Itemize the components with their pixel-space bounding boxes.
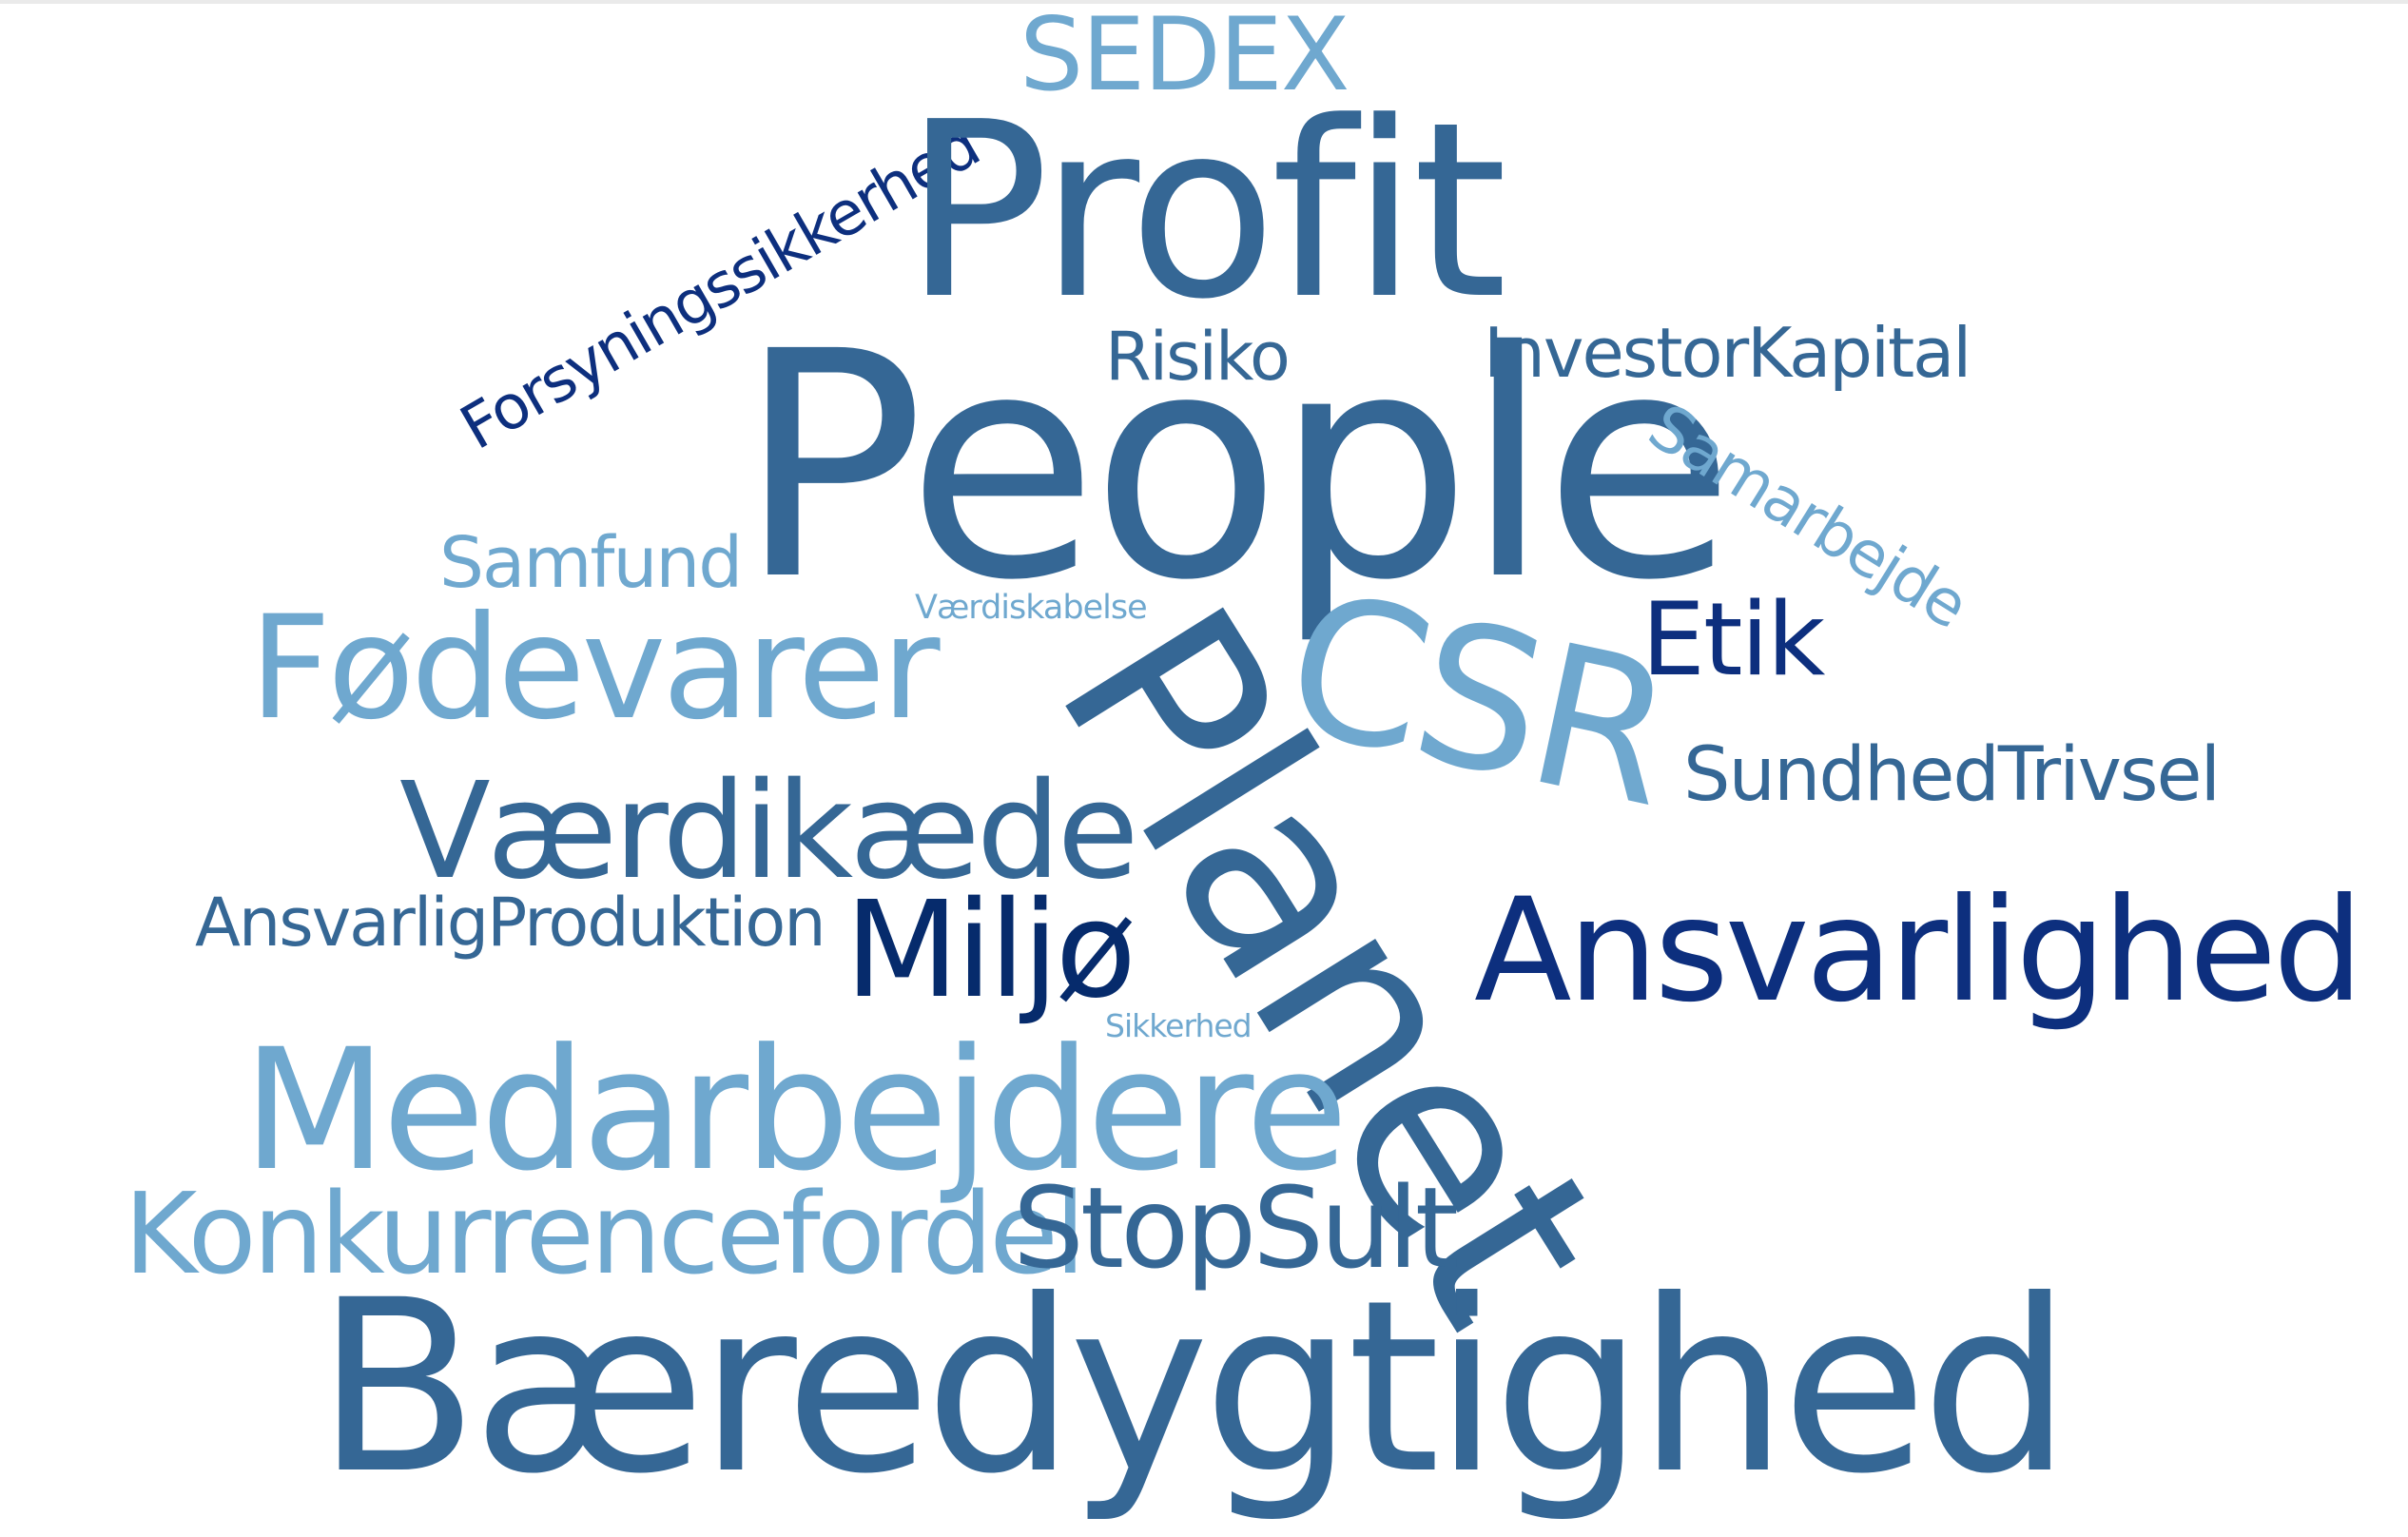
word-ansvarligproduktion: AnsvarligProduktion (195, 884, 826, 962)
word-fodevarer: Fødevarer (249, 586, 941, 751)
word-baeredygtighed: Bæredygtighed (316, 1249, 2072, 1526)
word-etik: Etik (1641, 581, 1825, 698)
word-miljo: Miljø (845, 873, 1136, 1028)
word-investorkapital: InvestorKapital (1484, 313, 1971, 393)
word-ansvarlighed: Ansvarlighed (1474, 868, 2363, 1034)
word-samfund: Samfund (439, 522, 743, 604)
word-profit: Profit (903, 70, 1507, 353)
word-konkurrencefordel: Konkurrencefordel (124, 1168, 1086, 1299)
word-sundhedtrivsel: SundhedTrivsel (1683, 732, 2221, 818)
top-divider (0, 0, 2408, 4)
word-people: People (737, 286, 1736, 649)
word-medarbejdere: Medarbejdere (243, 1013, 1349, 1208)
word-vaerdiskabelse: Værdiskabelse (915, 589, 1148, 627)
word-vaerdikaede: Værdikæde (399, 754, 1139, 909)
word-sedex: SEDEX (1020, 0, 1350, 113)
word-stopsult: StopSult (1013, 1162, 1459, 1294)
word-risiko: Risiko (1105, 318, 1291, 396)
word-sikkerhed: Sikkerhed (1105, 1007, 1253, 1044)
